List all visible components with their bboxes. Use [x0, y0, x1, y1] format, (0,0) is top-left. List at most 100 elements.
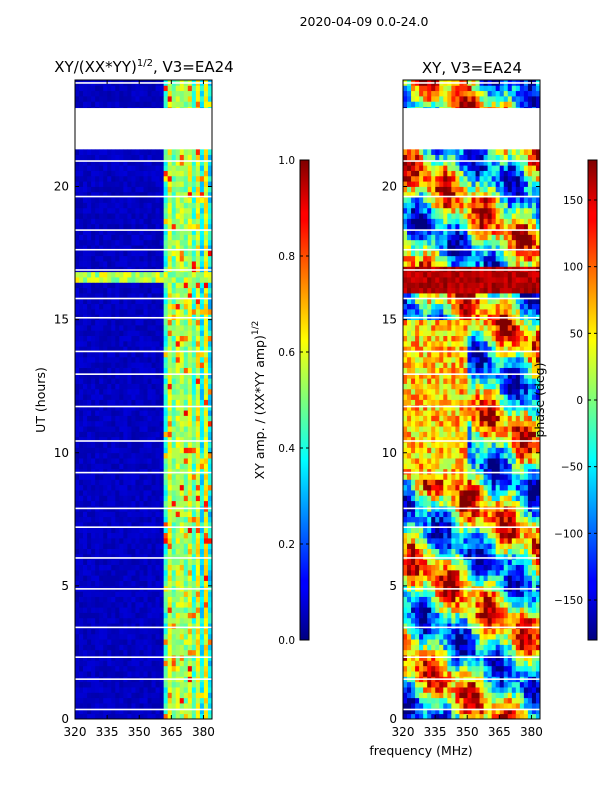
- heatmap-cell: [131, 207, 136, 214]
- axes-frame: [74, 79, 213, 720]
- heatmap-cell: [123, 250, 128, 257]
- heatmap-cell: [175, 197, 181, 203]
- heatmap-cell: [143, 298, 148, 305]
- heatmap-cell: [431, 623, 436, 629]
- heatmap-cell: [171, 644, 177, 651]
- heatmap-cell: [179, 484, 185, 491]
- heatmap-cell: [403, 617, 408, 624]
- heatmap-cell: [111, 607, 116, 613]
- heatmap-cell: [187, 415, 193, 422]
- heatmap-cell: [107, 330, 112, 336]
- heatmap-cell: [143, 287, 148, 294]
- heatmap-cell: [119, 484, 124, 491]
- heatmap-cell: [195, 484, 201, 491]
- heatmap-cell: [207, 474, 213, 480]
- heatmap-cell: [115, 255, 120, 262]
- heatmap-cell: [87, 95, 92, 102]
- heatmap-cell: [75, 330, 80, 336]
- heatmap-cell: [207, 250, 213, 257]
- heatmap-cell: [435, 601, 440, 608]
- heatmap-cell: [147, 170, 152, 177]
- heatmap-cell: [139, 692, 144, 699]
- heatmap-cell: [159, 559, 165, 565]
- heatmap-cell: [499, 644, 505, 651]
- heatmap-cell: [147, 527, 152, 534]
- heatmap-cell: [183, 569, 189, 576]
- heatmap-cell: [139, 399, 144, 406]
- heatmap-cell: [191, 431, 197, 438]
- heatmap-cell: [107, 90, 112, 97]
- heatmap-cell: [179, 399, 185, 406]
- heatmap-cell: [163, 186, 169, 193]
- heatmap-cell: [107, 431, 112, 438]
- heatmap-cell: [435, 692, 440, 699]
- heatmap-cell: [115, 159, 120, 166]
- heatmap-cell: [179, 527, 185, 534]
- heatmap-cell: [87, 436, 92, 443]
- heatmap-cell: [119, 308, 124, 315]
- heatmap-cell: [167, 564, 173, 571]
- heatmap-cell: [155, 324, 161, 331]
- heatmap-cell: [163, 420, 169, 427]
- heatmap-cell: [535, 617, 541, 624]
- heatmap-cell: [107, 697, 112, 704]
- heatmap-cell: [203, 383, 209, 390]
- heatmap-cell: [143, 484, 148, 491]
- heatmap-cell: [187, 474, 193, 480]
- heatmap-cell: [167, 319, 173, 326]
- heatmap-cell: [163, 697, 169, 704]
- heatmap-cell: [123, 378, 128, 384]
- heatmap-cell: [179, 383, 185, 390]
- heatmap-cell: [427, 607, 432, 613]
- heatmap-cell: [163, 521, 169, 528]
- heatmap-cell: [471, 671, 476, 677]
- heatmap-cell: [203, 181, 209, 187]
- heatmap-cell: [183, 553, 189, 560]
- flagged-row: [75, 471, 212, 474]
- heatmap-cell: [103, 175, 108, 182]
- heatmap-cell: [103, 575, 108, 581]
- heatmap-cell: [519, 708, 525, 715]
- heatmap-cell: [111, 298, 116, 305]
- heatmap-cell: [511, 553, 517, 560]
- heatmap-cell: [91, 500, 96, 507]
- heatmap-cell: [199, 436, 205, 443]
- heatmap-cell: [135, 159, 140, 166]
- heatmap-cell: [127, 671, 132, 677]
- heatmap-cell: [175, 591, 181, 597]
- heatmap-cell: [119, 521, 124, 528]
- heatmap-cell: [175, 479, 181, 486]
- heatmap-cell: [123, 447, 128, 454]
- heatmap-cell: [91, 692, 96, 699]
- heatmap-cell: [163, 708, 169, 715]
- heatmap-cell: [111, 500, 116, 507]
- heatmap-cell: [75, 623, 80, 629]
- heatmap-cell: [207, 527, 213, 534]
- heatmap-cell: [171, 245, 177, 251]
- heatmap-cell: [431, 596, 436, 603]
- heatmap-cell: [183, 580, 189, 587]
- heatmap-cell: [83, 511, 88, 518]
- heatmap-cell: [95, 468, 100, 475]
- heatmap-cell: [127, 372, 132, 379]
- heatmap-cell: [131, 633, 136, 640]
- heatmap-cell: [511, 596, 517, 603]
- heatmap-cell: [75, 404, 80, 411]
- heatmap-cell: [87, 346, 92, 352]
- heatmap-cell: [203, 649, 209, 656]
- heatmap-cell: [199, 639, 205, 645]
- heatmap-cell: [435, 687, 440, 693]
- heatmap-cell: [175, 458, 181, 464]
- heatmap-cell: [163, 479, 169, 486]
- heatmap-cell: [175, 649, 181, 656]
- heatmap-cell: [467, 687, 472, 693]
- heatmap-cell: [507, 559, 513, 565]
- heatmap-cell: [143, 420, 148, 427]
- heatmap-cell: [175, 532, 181, 539]
- heatmap-cell: [435, 633, 440, 640]
- heatmap-cell: [515, 612, 521, 619]
- heatmap-cell: [127, 623, 132, 629]
- heatmap-cell: [519, 601, 525, 608]
- heatmap-cell: [167, 649, 173, 656]
- heatmap-cell: [187, 356, 193, 363]
